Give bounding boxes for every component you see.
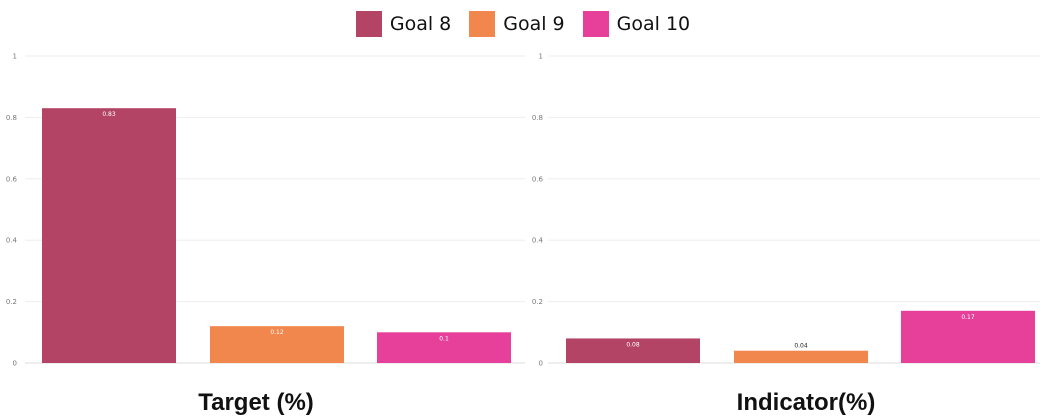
- legend-item-goal-9: Goal 9: [469, 11, 565, 37]
- legend-label-goal-10: Goal 10: [616, 13, 691, 35]
- legend-swatch-goal-10: [582, 11, 609, 37]
- legend-label-goal-8: Goal 8: [389, 13, 452, 35]
- y-tick-label: 0: [539, 360, 543, 368]
- bar-goal-9: [210, 326, 344, 363]
- legend-item-goal-8: Goal 8: [355, 11, 452, 37]
- y-tick-label: 0.2: [6, 298, 17, 306]
- data-label: 0.08: [626, 341, 640, 348]
- data-label: 0.83: [102, 111, 116, 118]
- y-tick-label: 1: [539, 53, 543, 61]
- chart-title: Indicator(%): [737, 389, 876, 416]
- y-tick-label: 0.8: [6, 114, 17, 122]
- bar-goal-8: [566, 338, 700, 363]
- data-label: 0.1: [439, 335, 449, 342]
- chart-2: 0 0.2 0.4 0.6 0.8 1 0.08 0.04 0.17 Indicator(%): [532, 53, 1040, 416]
- bar-goal-10: [377, 332, 511, 363]
- legend-label-goal-9: Goal 9: [503, 13, 565, 35]
- y-tick-label: 0.6: [6, 175, 18, 183]
- data-label: 0.17: [961, 314, 975, 321]
- legend-swatch-goal-8: [355, 11, 382, 37]
- y-tick-label: 0.2: [532, 298, 543, 306]
- bar-goal-10: [901, 310, 1035, 363]
- y-tick-label: 0: [13, 360, 17, 368]
- y-tick-label: 0.8: [532, 114, 543, 122]
- bar-goal-8: [42, 108, 176, 363]
- chart-title: Target (%): [198, 389, 314, 416]
- legend-item-goal-10: Goal 10: [582, 11, 691, 37]
- legend-swatch-goal-9: [469, 11, 496, 37]
- y-tick-label: 0.4: [6, 237, 18, 245]
- data-label: 0.12: [270, 329, 284, 336]
- bar-goal-9: [734, 350, 868, 363]
- data-label: 0.04: [794, 343, 808, 350]
- y-tick-label: 0.4: [532, 237, 544, 245]
- legend: Goal 8 Goal 9 Goal 10: [0, 8, 1046, 40]
- chart-1: 0 0.2 0.4 0.6 0.8 1 0.83 0.12 0.1 Target (%): [6, 53, 525, 416]
- y-tick-label: 0.6: [532, 175, 544, 183]
- y-tick-label: 1: [13, 53, 17, 61]
